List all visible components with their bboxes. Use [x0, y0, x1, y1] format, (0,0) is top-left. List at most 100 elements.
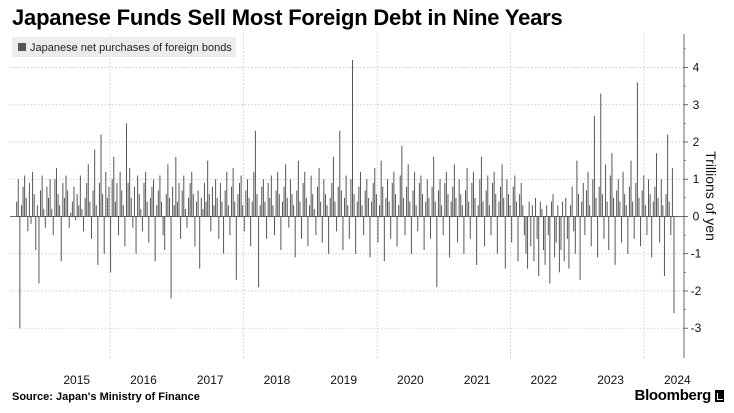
bar [146, 201, 148, 217]
bar [256, 194, 258, 217]
bar [48, 197, 49, 217]
bloomberg-terminal-icon [715, 389, 724, 402]
bar [232, 168, 234, 217]
bar [414, 171, 416, 217]
bar [356, 201, 358, 217]
bar [55, 168, 57, 217]
bar [285, 164, 287, 217]
bar [668, 201, 670, 217]
bar [218, 216, 220, 239]
bar [468, 201, 470, 217]
bar [663, 216, 665, 277]
bar [477, 205, 479, 217]
bar [401, 145, 403, 217]
bar [660, 179, 662, 217]
bar [398, 205, 400, 217]
bar [60, 216, 62, 262]
bar [359, 171, 361, 217]
bar [657, 197, 659, 217]
bar [33, 194, 35, 217]
bar [331, 182, 333, 217]
bar [488, 205, 490, 217]
bar [555, 216, 557, 243]
bar [184, 209, 186, 217]
bar [355, 216, 357, 254]
bar [321, 216, 323, 243]
bar [630, 160, 632, 217]
bar [172, 186, 174, 217]
bar [310, 175, 312, 217]
bar [102, 194, 104, 217]
bar [412, 190, 414, 217]
bar [36, 205, 38, 217]
bar [503, 197, 505, 217]
bar [277, 171, 279, 217]
bar [388, 201, 390, 217]
bar [589, 205, 591, 217]
bar [274, 216, 275, 236]
bar [165, 194, 167, 217]
bar [304, 171, 306, 217]
bar [598, 186, 600, 217]
bar [240, 175, 242, 217]
bar [495, 194, 497, 217]
bar [258, 216, 260, 288]
bar [522, 205, 524, 217]
bar [205, 201, 207, 217]
bar [188, 197, 190, 217]
bar [78, 205, 80, 217]
bar [450, 201, 452, 217]
bar [374, 168, 376, 217]
bar [533, 216, 535, 262]
bar [156, 205, 158, 217]
bar [671, 168, 673, 217]
bar [199, 216, 201, 269]
bar [162, 216, 164, 236]
bar [444, 182, 446, 217]
bar [296, 190, 298, 217]
bar [76, 194, 78, 217]
bar [380, 160, 382, 217]
bar [520, 182, 522, 217]
bar [646, 216, 648, 236]
bar [542, 216, 544, 250]
bar [415, 205, 417, 217]
bar [168, 197, 170, 217]
bar [566, 216, 568, 239]
bar [426, 179, 428, 217]
bar [573, 216, 575, 232]
bar [105, 171, 107, 217]
bar [129, 168, 131, 217]
bar [38, 216, 40, 284]
y-tick-label: -1 [691, 247, 702, 261]
bar [562, 201, 564, 217]
bar [624, 194, 626, 217]
bar [313, 209, 315, 217]
bar [301, 216, 303, 239]
bar [420, 175, 422, 217]
bar [180, 216, 182, 239]
bar [70, 212, 72, 217]
bar [558, 216, 560, 273]
bar [563, 216, 565, 262]
bar [601, 194, 603, 217]
bar [394, 194, 396, 217]
bar [266, 216, 268, 239]
bar [474, 197, 476, 217]
bar [638, 197, 640, 217]
bar [116, 182, 118, 217]
bar [223, 216, 225, 254]
bar [159, 175, 161, 217]
bar [270, 175, 272, 217]
bar [87, 164, 89, 217]
bar [113, 156, 115, 217]
bar [447, 194, 449, 217]
bar [463, 216, 465, 254]
bar [445, 171, 447, 217]
bar [457, 216, 459, 243]
bar [35, 216, 37, 250]
bar [272, 205, 274, 217]
bar [377, 216, 379, 243]
gridlines [10, 34, 684, 358]
bar [106, 197, 108, 217]
